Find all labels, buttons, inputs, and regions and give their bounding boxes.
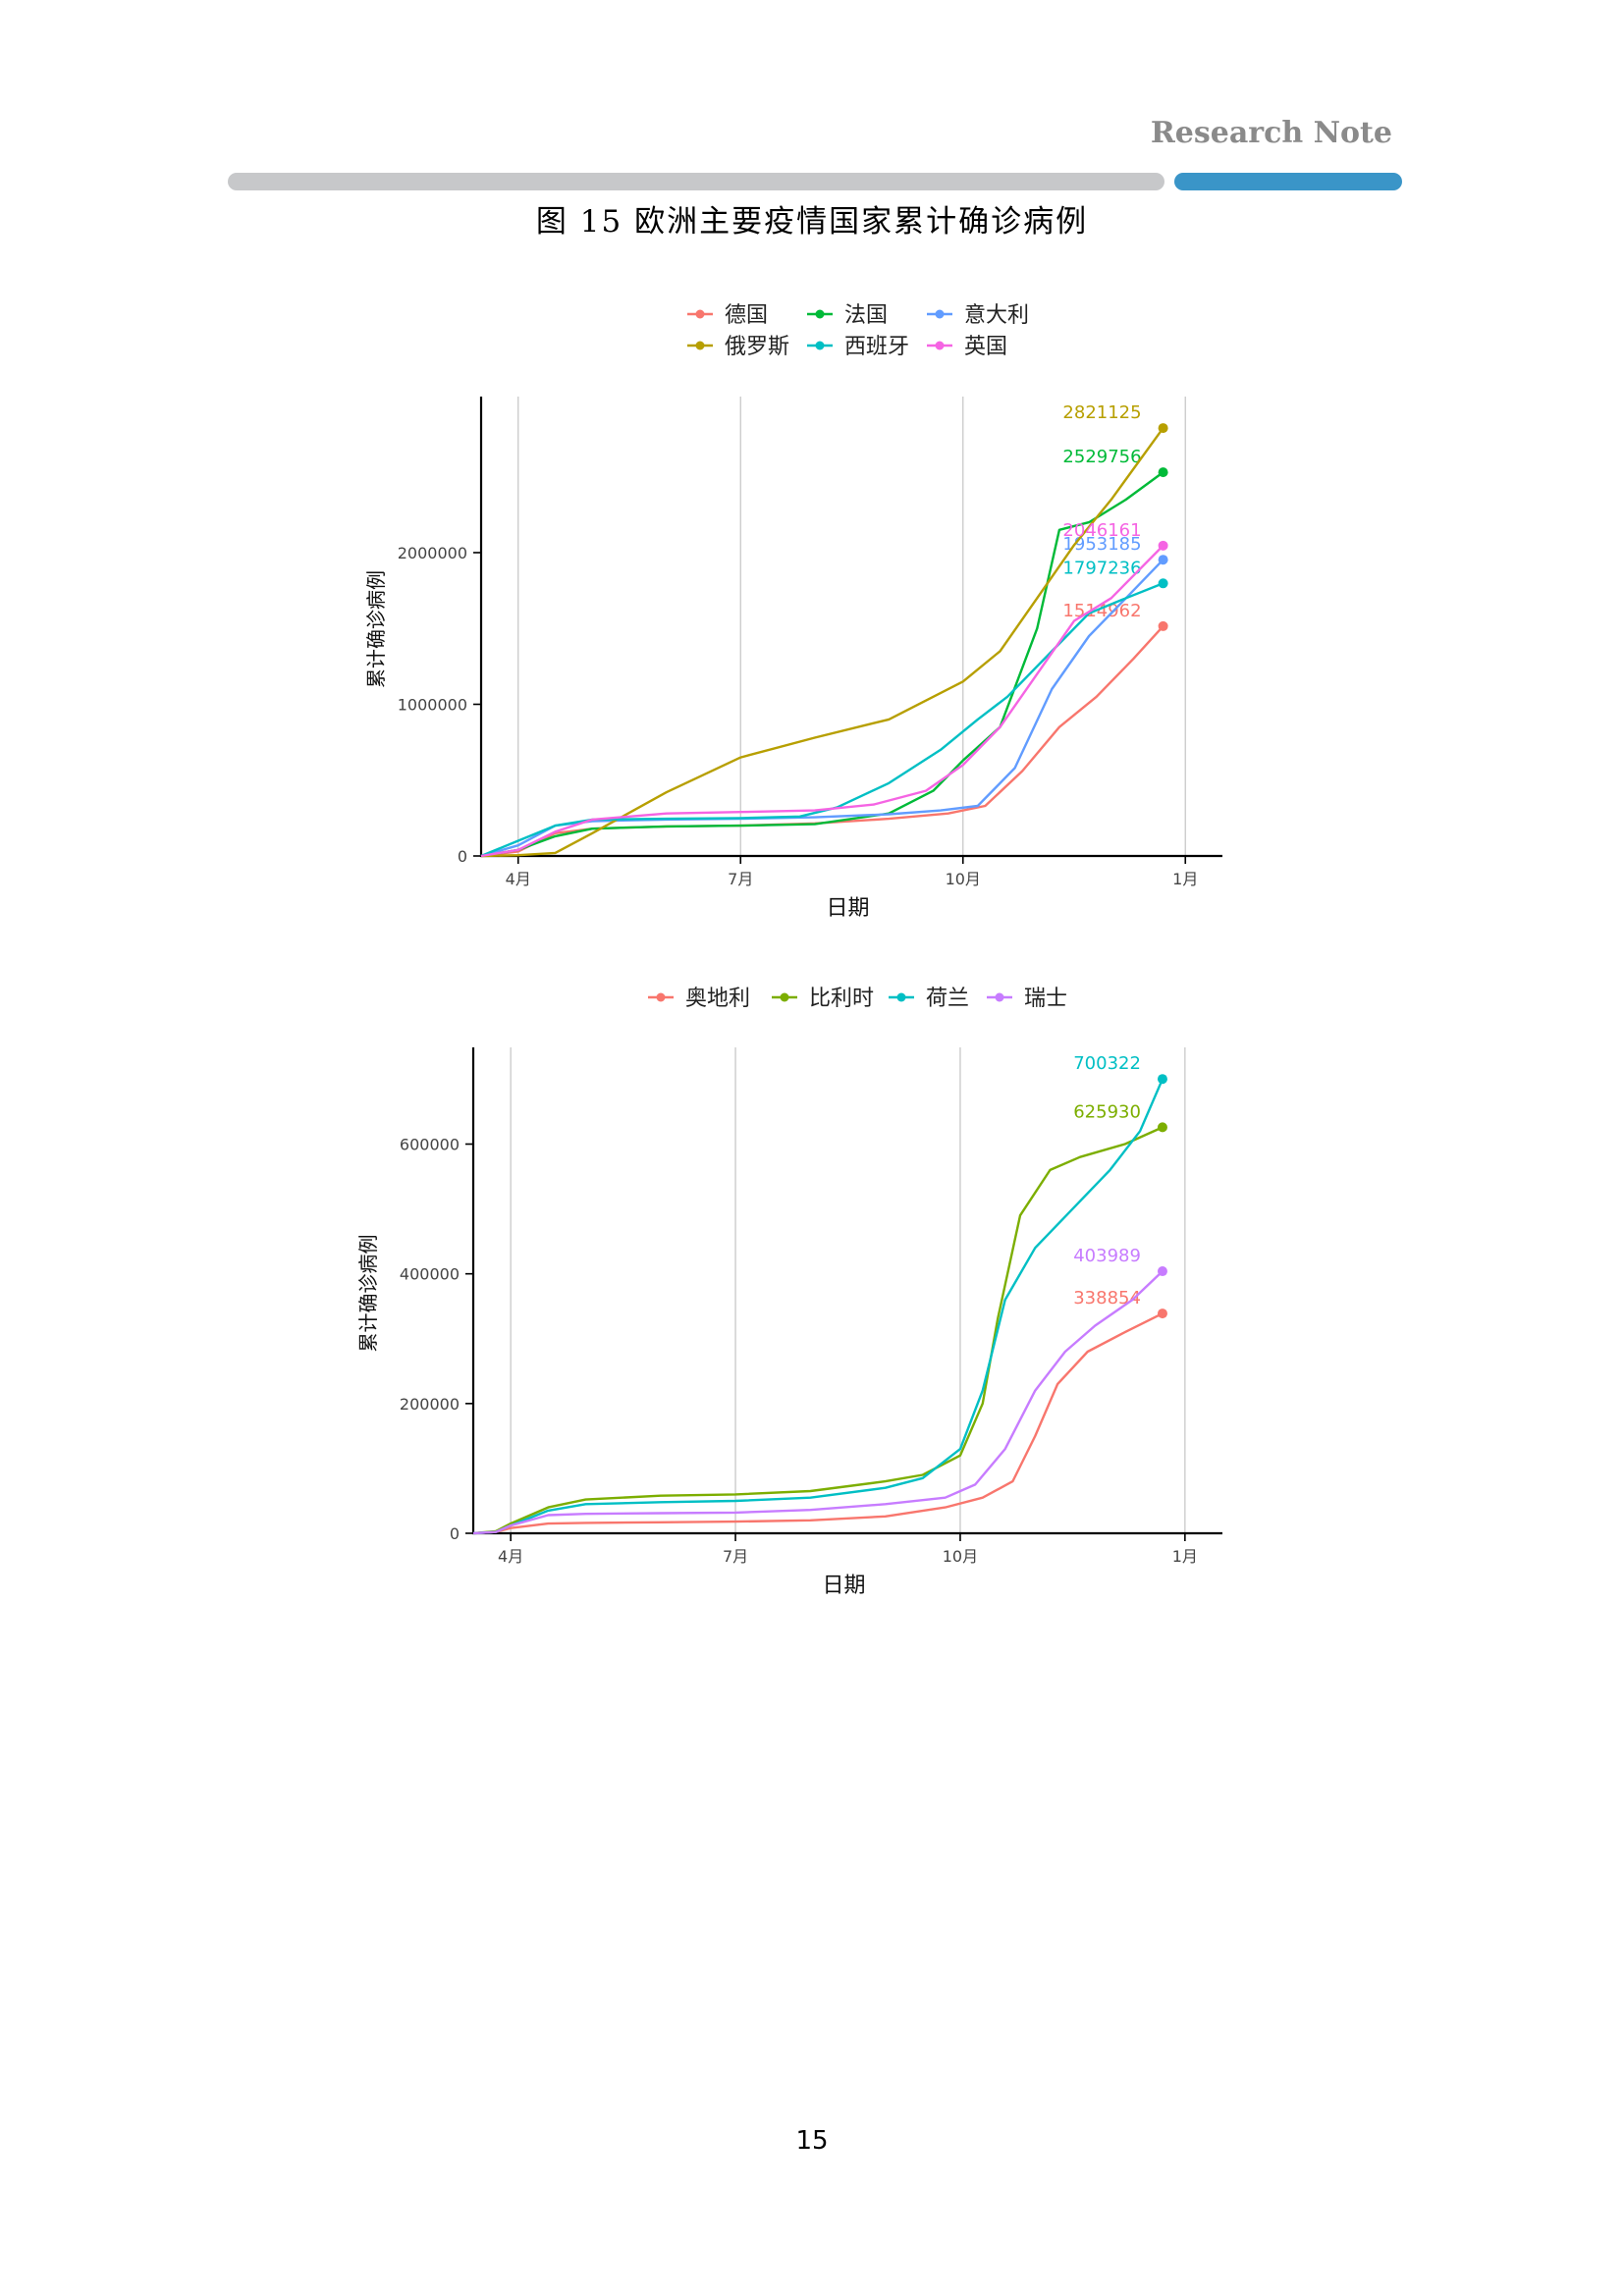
legend-item: 英国 [927, 335, 1007, 359]
series-end-point [1158, 578, 1168, 589]
legend-item: 俄罗斯 [687, 335, 789, 359]
data-label: 625930 [1073, 1101, 1141, 1122]
legend-label: 俄罗斯 [725, 335, 789, 359]
data-label: 2046161 [1062, 520, 1141, 541]
y-axis-title: 累计确诊病例 [364, 570, 388, 688]
series-line [472, 1270, 1164, 1535]
x-axis-title: 日期 [826, 896, 869, 921]
x-tick-label: 10月 [943, 1547, 978, 1566]
legend-swatch-point [695, 341, 705, 350]
legend-swatch-point [995, 992, 1004, 1002]
series-line [480, 582, 1164, 858]
series-line [480, 544, 1164, 858]
series-end-point [1158, 540, 1168, 551]
legend-swatch-point [695, 309, 705, 319]
series-end-point [1157, 1074, 1167, 1085]
series-end-point [1158, 423, 1168, 434]
legend-item: 瑞士 [987, 987, 1067, 1011]
legend-item: 奥地利 [648, 987, 750, 1011]
y-tick-label: 2000000 [398, 544, 467, 562]
series-end-point [1157, 1122, 1167, 1133]
legend-swatch-point [935, 341, 945, 350]
legend-swatch-point [780, 992, 789, 1002]
data-label: 338854 [1073, 1288, 1141, 1308]
series-line [472, 1312, 1164, 1535]
legend-label: 奥地利 [685, 987, 750, 1011]
y-tick-label: 1000000 [398, 695, 467, 714]
legend-item: 意大利 [927, 303, 1029, 328]
y-tick-label: 0 [450, 1524, 460, 1543]
header-bar-gray [228, 173, 1164, 190]
legend-item: 西班牙 [807, 335, 909, 359]
series-line [480, 471, 1164, 858]
legend-item: 法国 [807, 303, 888, 328]
x-tick-label: 10月 [946, 870, 981, 888]
y-tick-label: 400000 [400, 1265, 460, 1284]
legend-label: 荷兰 [926, 987, 969, 1011]
legend-label: 法国 [844, 303, 888, 328]
legend-label: 意大利 [964, 303, 1029, 328]
x-tick-label: 4月 [498, 1547, 523, 1566]
x-tick-label: 1月 [1172, 870, 1198, 888]
series-end-point [1158, 620, 1168, 631]
data-label: 2821125 [1062, 402, 1141, 423]
chart-bottom: 奥地利 比利时 荷兰 瑞士 4月 7月 10月 1月 0 200000 400000 600000 日期… [356, 987, 1222, 1598]
series-line [480, 625, 1164, 858]
header-note: Research Note [1150, 116, 1392, 150]
y-tick-label: 200000 [400, 1395, 460, 1414]
data-label: 1797236 [1062, 558, 1141, 578]
data-label: 700322 [1073, 1053, 1141, 1074]
legend-item: 比利时 [772, 987, 874, 1011]
legend-swatch-point [896, 992, 906, 1002]
data-label: 2529756 [1062, 447, 1141, 467]
series-end-point [1157, 1266, 1167, 1277]
x-tick-label: 7月 [728, 870, 753, 888]
series-line [472, 1078, 1164, 1535]
x-tick-label: 4月 [506, 870, 531, 888]
series-line [472, 1126, 1164, 1535]
legend-label: 西班牙 [844, 335, 909, 359]
figure-title: 图 15 欧洲主要疫情国家累计确诊病例 [535, 204, 1089, 240]
x-axis-title: 日期 [822, 1574, 865, 1598]
data-label: 403989 [1073, 1246, 1141, 1266]
legend-swatch-point [656, 992, 666, 1002]
x-tick-label: 7月 [723, 1547, 748, 1566]
series-line [480, 427, 1164, 858]
series-end-point [1158, 555, 1168, 565]
legend-swatch-point [815, 341, 825, 350]
x-tick-label: 1月 [1172, 1547, 1198, 1566]
y-tick-label: 600000 [400, 1136, 460, 1154]
legend-item: 德国 [687, 303, 768, 328]
legend-item: 荷兰 [889, 987, 969, 1011]
legend-label: 比利时 [809, 987, 874, 1011]
data-label: 1953185 [1062, 534, 1141, 555]
legend-swatch-point [935, 309, 945, 319]
header-bar-blue [1174, 173, 1402, 190]
page-number: 15 [795, 2126, 829, 2156]
series-end-point [1157, 1308, 1167, 1319]
series-end-point [1158, 467, 1168, 478]
legend-swatch-point [815, 309, 825, 319]
legend-label: 德国 [725, 303, 768, 328]
legend-label: 英国 [964, 335, 1007, 359]
legend-label: 瑞士 [1024, 987, 1067, 1011]
y-tick-label: 0 [458, 847, 467, 866]
y-axis-title: 累计确诊病例 [356, 1235, 380, 1353]
